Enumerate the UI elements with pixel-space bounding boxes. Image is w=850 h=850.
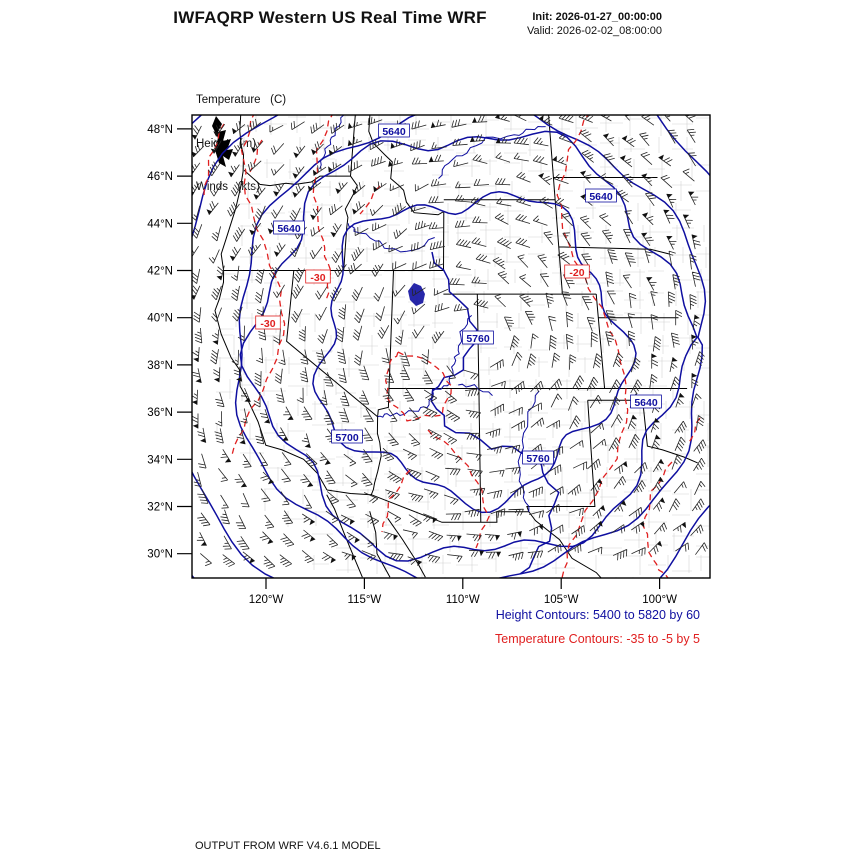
height-contour-label: 5640	[277, 223, 301, 235]
height-contour-label: 5640	[382, 126, 406, 138]
lon-tick-label: 100°W	[642, 594, 677, 606]
height-contour-label: 5760	[526, 453, 550, 465]
model-info-line1: OUTPUT FROM WRF V4.6.1 MODEL	[195, 840, 381, 850]
lon-tick-label: 105°W	[544, 594, 579, 606]
lat-tick-label: 40°N	[147, 313, 173, 325]
height-contour-label: 5760	[466, 333, 490, 345]
puget-sound	[212, 116, 233, 167]
height-contour-label-box	[462, 330, 494, 345]
height-contour-label-box	[378, 123, 410, 138]
temperature-contour-label: -20	[569, 267, 584, 279]
lat-tick-label: 46°N	[147, 171, 173, 183]
county-lines	[216, 115, 710, 578]
lon-tick-label: 115°W	[348, 594, 382, 606]
height-contour-label: 5700	[335, 432, 359, 444]
height-contour-label-box	[630, 394, 662, 409]
map-frame	[191, 114, 711, 579]
axis-ticks	[177, 128, 661, 589]
run-timestamps: Init: 2026-01-27_00:00:00 Valid: 2026-02…	[527, 11, 662, 38]
height-contour-label-box	[522, 450, 554, 465]
lat-tick-label: 30°N	[147, 549, 173, 561]
state-borders	[214, 115, 698, 578]
lat-tick-label: 48°N	[147, 124, 173, 136]
height-contour-label-box	[585, 188, 617, 203]
temperature-contour-note: Temperature Contours: -35 to -5 by 5	[495, 632, 700, 646]
valid-time-label: Valid: 2026-02-02_08:00:00	[527, 24, 662, 37]
model-info: OUTPUT FROM WRF V4.6.1 MODEL WE = 310 ; …	[195, 810, 628, 850]
height-contour	[239, 130, 698, 562]
height-contour	[430, 251, 560, 575]
great-salt-lake	[408, 283, 425, 306]
lat-tick-label: 42°N	[147, 266, 173, 278]
temperature-contours	[203, 115, 701, 578]
temperature-contour-label: -30	[260, 318, 275, 330]
lat-tick-label: 38°N	[147, 360, 173, 372]
height-contour-label-box	[331, 429, 363, 444]
temperature-contour-label-box	[255, 315, 281, 330]
lat-tick-label: 34°N	[147, 454, 173, 466]
height-contour-label-box	[273, 220, 305, 235]
temperature-contour-label: -30	[310, 272, 325, 284]
lat-tick-label: 44°N	[147, 218, 173, 230]
lon-tick-label: 120°W	[249, 594, 284, 606]
rivers	[319, 115, 546, 512]
lon-tick-label: 110°W	[446, 594, 480, 606]
temperature-contour-label-box	[305, 269, 331, 284]
lat-tick-label: 36°N	[147, 407, 173, 419]
map-layers: 5640 5640 5640 5640 5700 5760 5760 -30 -30 -20	[192, 115, 710, 578]
height-contour-label: 5640	[634, 397, 658, 409]
legend-temperature-line: Temperature (C)	[196, 94, 287, 106]
temperature-contour-label-box	[564, 264, 590, 279]
plot-title: IWFAQRP Western US Real Time WRF	[173, 8, 487, 27]
height-contour-label: 5640	[589, 191, 613, 203]
lat-tick-label: 32°N	[147, 502, 173, 514]
init-time-label: Init: 2026-01-27_00:00:00	[532, 11, 662, 23]
height-contour-note: Height Contours: 5400 to 5820 by 60	[495, 608, 700, 622]
height-contour	[234, 115, 707, 578]
